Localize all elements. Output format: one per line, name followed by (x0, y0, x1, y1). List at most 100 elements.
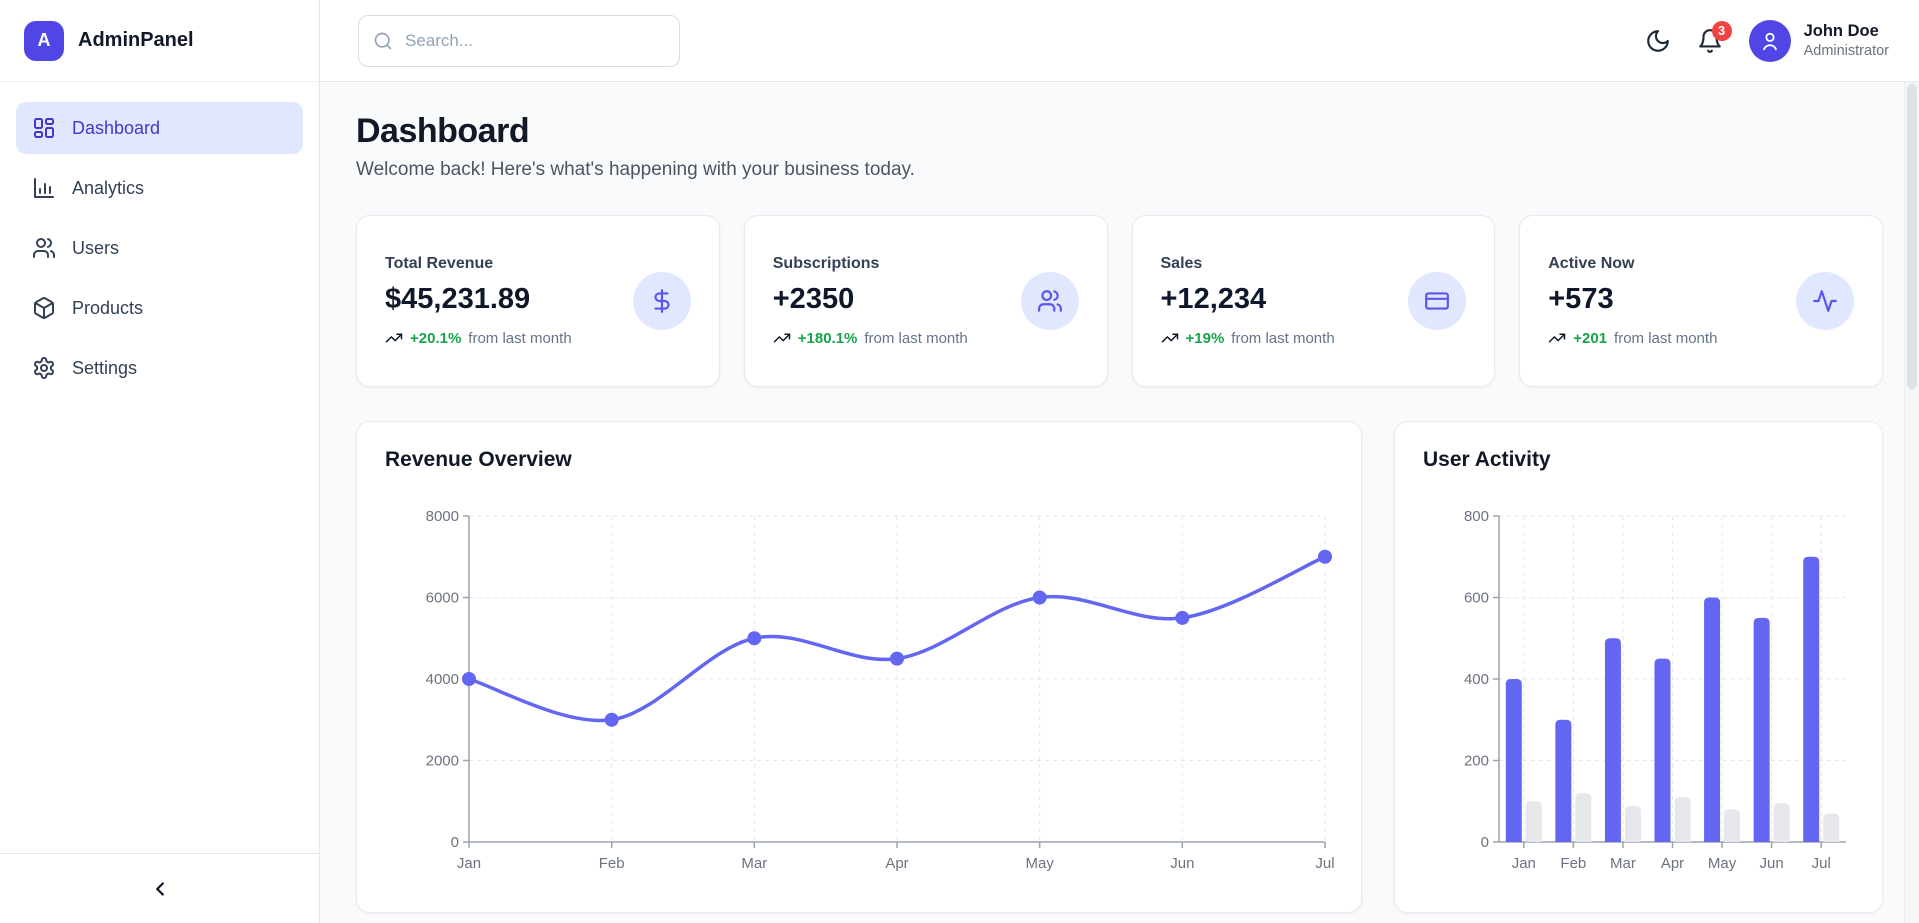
svg-text:600: 600 (1464, 590, 1489, 607)
svg-text:400: 400 (1464, 671, 1489, 688)
svg-text:6000: 6000 (426, 590, 459, 607)
stat-value: +573 (1548, 283, 1614, 315)
svg-text:Apr: Apr (885, 855, 908, 872)
trending-up-icon (773, 333, 790, 343)
search-input[interactable] (358, 14, 680, 67)
stat-change: +20.1% (410, 329, 462, 347)
app-logo: A (24, 20, 64, 61)
svg-text:Apr: Apr (1661, 855, 1684, 872)
user-name: John Doe (1803, 22, 1879, 41)
app-logo-letter: A (37, 30, 51, 50)
moon-icon (1646, 29, 1669, 52)
stat-trend: +20.1% from last month (385, 329, 572, 347)
notifications-button[interactable]: 3 (1697, 20, 1732, 54)
person-icon (1762, 32, 1777, 50)
stat-change: +19% (1185, 329, 1225, 347)
svg-text:Jun: Jun (1760, 855, 1784, 872)
theme-toggle-button[interactable] (1645, 28, 1671, 54)
stat-card-body: Subscriptions +2350 +180.1% from last mo… (773, 255, 968, 347)
users-icon (33, 238, 55, 258)
svg-text:800: 800 (1464, 508, 1489, 525)
svg-text:2000: 2000 (426, 753, 459, 770)
sidebar-item-settings[interactable]: Settings (16, 342, 303, 394)
stat-trend: +201 from last month (1548, 329, 1717, 347)
sidebar-header: A AdminPanel (0, 0, 319, 82)
stat-value: +2350 (772, 283, 855, 315)
svg-text:0: 0 (451, 834, 459, 851)
stat-icon-circle (1020, 272, 1079, 330)
stat-value: +12,234 (1160, 283, 1267, 315)
sidebar-footer (0, 853, 319, 923)
revenue-overview-card: Revenue Overview 0 2000 4000 6000 8000 Jan Feb… (356, 421, 1362, 913)
stat-label: Sales (1160, 255, 1203, 272)
sidebar-item-analytics[interactable]: Analytics (16, 162, 303, 214)
package-icon (34, 297, 54, 319)
sidebar-item-products[interactable]: Products (16, 282, 303, 334)
stat-change: +201 (1573, 329, 1608, 347)
sidebar-collapse-button[interactable] (149, 878, 171, 900)
chevron-left-icon (155, 881, 164, 896)
stat-trend: +180.1% from last month (773, 329, 968, 347)
stat-change-suffix: from last month (468, 329, 572, 347)
svg-text:0: 0 (1481, 834, 1489, 851)
svg-text:4000: 4000 (426, 671, 459, 688)
sidebar-item-label: Analytics (72, 177, 145, 198)
user-info: John Doe Administrator (1804, 21, 1889, 60)
page-title: Dashboard (356, 112, 530, 150)
stat-label: Active Now (1548, 255, 1635, 272)
sidebar-item-users[interactable]: Users (16, 222, 303, 274)
search-icon (374, 32, 392, 49)
page-subtitle: Welcome back! Here's what's happening wi… (356, 159, 915, 180)
svg-text:May: May (1708, 855, 1737, 872)
sidebar-item-label: Settings (72, 357, 138, 378)
stat-card-subscriptions: Subscriptions +2350 +180.1% from last mo… (743, 215, 1108, 387)
main-column: 3 John Doe Administrator Dashboard Welco… (320, 0, 1919, 923)
svg-text:Mar: Mar (741, 855, 767, 872)
stat-card-body: Total Revenue $45,231.89 +20.1% from las… (385, 255, 572, 347)
stat-change-suffix: from last month (1614, 329, 1718, 347)
sidebar-item-dashboard[interactable]: Dashboard (16, 102, 303, 154)
user-activity-card: User Activity 0 200 400 600 800 Jan Feb Mar Apr M… (1394, 421, 1883, 913)
layout-dashboard-icon (34, 118, 54, 138)
notification-badge: 3 (1711, 20, 1732, 41)
svg-text:Jul: Jul (1315, 855, 1334, 872)
stat-change-suffix: from last month (864, 329, 968, 347)
svg-text:Jan: Jan (457, 855, 481, 872)
sidebar-item-label: Users (72, 237, 120, 258)
stat-card-sales: Sales +12,234 +19% from last month (1131, 215, 1496, 387)
bell-icon (1698, 28, 1721, 53)
user-activity-bar-chart: 0 200 400 600 800 Jan Feb Mar Apr May Jun Jul (1464, 508, 1846, 872)
trending-up-icon (1161, 333, 1178, 343)
svg-text:May: May (1025, 855, 1054, 872)
topbar-actions: 3 John Doe Administrator (1645, 19, 1889, 62)
stat-icon-circle (632, 272, 691, 330)
avatar (1748, 19, 1791, 62)
trending-up-icon (385, 333, 403, 343)
gear-icon (34, 357, 54, 379)
scrollbar-thumb[interactable] (1907, 84, 1917, 389)
trending-up-icon (1549, 333, 1566, 343)
app-name: AdminPanel (78, 29, 194, 51)
stat-label: Total Revenue (385, 255, 494, 272)
chart-title: Revenue Overview (385, 448, 572, 471)
sidebar: A AdminPanel Dashboard Analytics Users P… (0, 0, 320, 923)
stat-card-body: Active Now +573 +201 from last month (1548, 255, 1717, 347)
vertical-scrollbar[interactable] (1904, 82, 1919, 923)
users-icon (1037, 290, 1062, 312)
stat-card-body: Sales +12,234 +19% from last month (1161, 255, 1335, 347)
svg-text:Jan: Jan (1512, 855, 1536, 872)
stat-card-total-revenue: Total Revenue $45,231.89 +20.1% from las… (356, 215, 720, 387)
bar-chart-icon (34, 178, 54, 198)
stat-change: +180.1% (797, 329, 858, 347)
stat-icon-circle (1796, 272, 1854, 330)
user-menu[interactable]: John Doe Administrator (1748, 19, 1889, 62)
sidebar-nav: Dashboard Analytics Users Products Setti… (0, 82, 319, 853)
svg-text:Jul: Jul (1812, 855, 1831, 872)
credit-card-icon (1425, 292, 1450, 310)
page-content: Dashboard Welcome back! Here's what's ha… (320, 82, 1919, 923)
topbar: 3 John Doe Administrator (320, 0, 1919, 82)
sidebar-item-label: Dashboard (72, 117, 161, 138)
revenue-line-chart: 0 2000 4000 6000 8000 Jan Feb Mar Apr May Jun Jul (426, 508, 1335, 872)
svg-text:Mar: Mar (1610, 855, 1636, 872)
charts-row: Revenue Overview 0 2000 4000 6000 8000 Jan Feb… (356, 421, 1883, 913)
